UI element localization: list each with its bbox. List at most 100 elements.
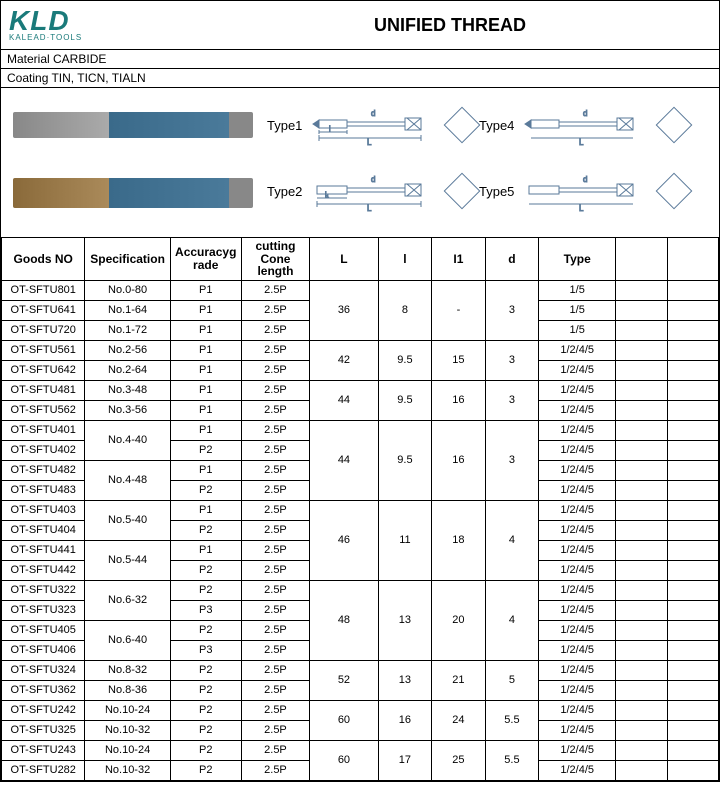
cell-empty (616, 600, 667, 620)
cell-acc: P1 (170, 360, 241, 380)
cell-d: 3 (485, 280, 539, 340)
cell-acc: P1 (170, 320, 241, 340)
cell-goods: OT-SFTU323 (2, 600, 85, 620)
cell-goods: OT-SFTU282 (2, 760, 85, 780)
cell-acc: P1 (170, 280, 241, 300)
type1-label: Type1 (267, 118, 302, 133)
diagram-block: Type1 Type2 Type4 Type5 d L l d L l₁ (1, 87, 719, 237)
cell-type: 1/2/4/5 (539, 760, 616, 780)
spec-table: Goods NO Specification Accuracygrade cut… (1, 237, 719, 781)
cell-l: 16 (378, 700, 432, 740)
cell-spec: No.4-40 (85, 420, 170, 460)
coating-row: Coating TIN, TICN, TIALN (1, 68, 719, 87)
cell-empty (616, 480, 667, 500)
cell-spec: No.3-48 (85, 380, 170, 400)
cell-goods: OT-SFTU405 (2, 620, 85, 640)
cell-l1: 16 (432, 380, 486, 420)
table-row: OT-SFTU324No.8-32P22.5P52132151/2/4/5 (2, 660, 719, 680)
svg-text:L: L (579, 138, 584, 146)
cell-empty (616, 420, 667, 440)
cell-empty (667, 320, 718, 340)
cell-d: 5 (485, 660, 539, 700)
cell-goods: OT-SFTU642 (2, 360, 85, 380)
cell-empty (667, 660, 718, 680)
table-row: OT-SFTU401No.4-40P12.5P449.51631/2/4/5 (2, 420, 719, 440)
th-d: d (485, 238, 539, 281)
cell-empty (667, 720, 718, 740)
cell-type: 1/5 (539, 280, 616, 300)
cell-acc: P3 (170, 600, 241, 620)
svg-text:L: L (367, 204, 372, 212)
svg-text:L: L (579, 204, 584, 212)
cell-empty (616, 360, 667, 380)
cell-spec: No.10-32 (85, 720, 170, 740)
cell-acc: P2 (170, 580, 241, 600)
cell-L: 48 (310, 580, 378, 660)
cell-empty (667, 580, 718, 600)
cell-empty (667, 740, 718, 760)
cell-L: 60 (310, 700, 378, 740)
cell-type: 1/2/4/5 (539, 380, 616, 400)
cell-empty (616, 440, 667, 460)
cell-cone: 2.5P (241, 760, 309, 780)
cell-type: 1/2/4/5 (539, 420, 616, 440)
cell-L: 44 (310, 420, 378, 500)
cell-acc: P2 (170, 480, 241, 500)
cell-goods: OT-SFTU481 (2, 380, 85, 400)
cell-goods: OT-SFTU641 (2, 300, 85, 320)
cell-empty (667, 540, 718, 560)
cell-empty (616, 340, 667, 360)
svg-text:d: d (371, 175, 375, 184)
cell-type: 1/2/4/5 (539, 480, 616, 500)
cell-acc: P2 (170, 560, 241, 580)
cell-goods: OT-SFTU561 (2, 340, 85, 360)
cell-goods: OT-SFTU562 (2, 400, 85, 420)
square-end-1 (444, 107, 481, 144)
cell-cone: 2.5P (241, 300, 309, 320)
cell-goods: OT-SFTU403 (2, 500, 85, 520)
cell-L: 44 (310, 380, 378, 420)
cell-acc: P1 (170, 460, 241, 480)
cell-cone: 2.5P (241, 440, 309, 460)
cell-d: 3 (485, 380, 539, 420)
cell-empty (616, 680, 667, 700)
cell-spec: No.5-40 (85, 500, 170, 540)
cell-acc: P1 (170, 540, 241, 560)
cell-cone: 2.5P (241, 500, 309, 520)
th-L: L (310, 238, 378, 281)
cell-empty (616, 540, 667, 560)
cell-l: 13 (378, 580, 432, 660)
cell-d: 3 (485, 420, 539, 500)
cell-acc: P2 (170, 520, 241, 540)
table-row: OT-SFTU242No.10-24P22.5P6016245.51/2/4/5 (2, 700, 719, 720)
cell-empty (667, 520, 718, 540)
cell-type: 1/2/4/5 (539, 620, 616, 640)
cell-cone: 2.5P (241, 580, 309, 600)
logo-area: KLD KALEAD·TOOLS (1, 4, 181, 46)
cell-type: 1/2/4/5 (539, 580, 616, 600)
cell-empty (667, 480, 718, 500)
cell-type: 1/2/4/5 (539, 360, 616, 380)
cell-acc: P2 (170, 740, 241, 760)
cell-empty (616, 380, 667, 400)
th-goods: Goods NO (2, 238, 85, 281)
cell-cone: 2.5P (241, 360, 309, 380)
cell-type: 1/5 (539, 300, 616, 320)
cell-goods: OT-SFTU362 (2, 680, 85, 700)
table-row: OT-SFTU243No.10-24P22.5P6017255.51/2/4/5 (2, 740, 719, 760)
cell-l: 9.5 (378, 380, 432, 420)
schematic-type4: d L (523, 108, 653, 146)
cell-type: 1/2/4/5 (539, 440, 616, 460)
table-row: OT-SFTU403No.5-40P12.5P46111841/2/4/5 (2, 500, 719, 520)
cell-empty (616, 500, 667, 520)
svg-text:d: d (371, 109, 375, 118)
cell-empty (667, 760, 718, 780)
th-l: l (378, 238, 432, 281)
cell-goods: OT-SFTU483 (2, 480, 85, 500)
cell-empty (616, 660, 667, 680)
cell-acc: P2 (170, 760, 241, 780)
cell-type: 1/2/4/5 (539, 460, 616, 480)
cell-empty (667, 700, 718, 720)
cell-empty (616, 560, 667, 580)
cell-goods: OT-SFTU720 (2, 320, 85, 340)
